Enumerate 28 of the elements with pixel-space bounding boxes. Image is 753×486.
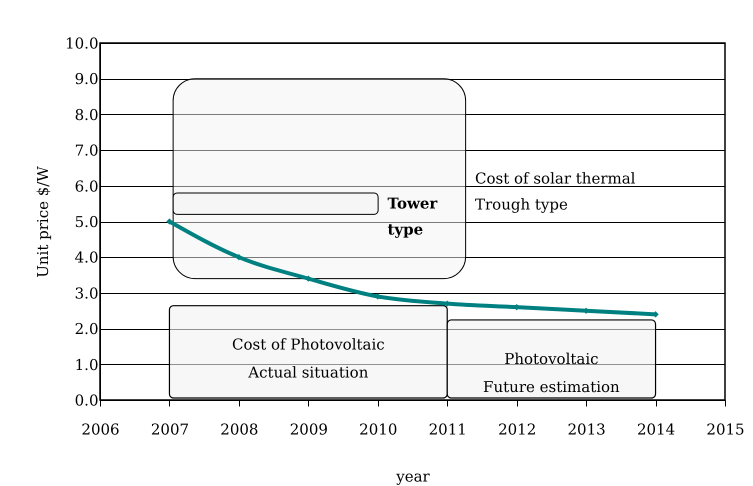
x-tick-label: 2011 [428, 420, 467, 438]
x-tick-label: 2015 [706, 420, 745, 438]
point [166, 218, 173, 225]
y-tick-label: 2.0 [74, 320, 98, 338]
y-tick-label: 9.0 [74, 70, 98, 88]
x-tick-label: 2009 [290, 420, 328, 438]
band-label: Cost of Photovoltaic Actual situation [232, 336, 385, 382]
x-tick-label: 2007 [150, 420, 190, 438]
band-label: Tower type [388, 194, 438, 239]
y-tick-label: 0.0 [74, 392, 98, 410]
y-axis-title: Unit price $/W [34, 166, 52, 278]
x-tick-label: 2014 [636, 420, 676, 438]
x-tick-label: 2008 [220, 420, 258, 438]
x-tick-label: 2010 [359, 420, 398, 438]
x-tick-label: 2013 [568, 420, 606, 438]
y-tick-label: 3.0 [74, 284, 98, 302]
y-tick-label: 6.0 [74, 177, 98, 196]
y-tick-label: 1.0 [74, 356, 98, 374]
band-label: Cost of solar thermal Trough type [475, 170, 636, 214]
x-tick-label: 2012 [498, 420, 536, 438]
x-axis-title: year [395, 468, 431, 486]
band-label: Photovoltaic Future estimation [483, 350, 620, 396]
y-tick-label: 7.0 [74, 142, 98, 160]
y-tick-label: 4.0 [74, 248, 98, 267]
y-tick-label: 5.0 [74, 213, 98, 231]
x-tick-label: 2006 [81, 420, 120, 438]
y-tick-label: 10.0 [65, 34, 98, 52]
y-tick-label: 8.0 [74, 106, 98, 124]
